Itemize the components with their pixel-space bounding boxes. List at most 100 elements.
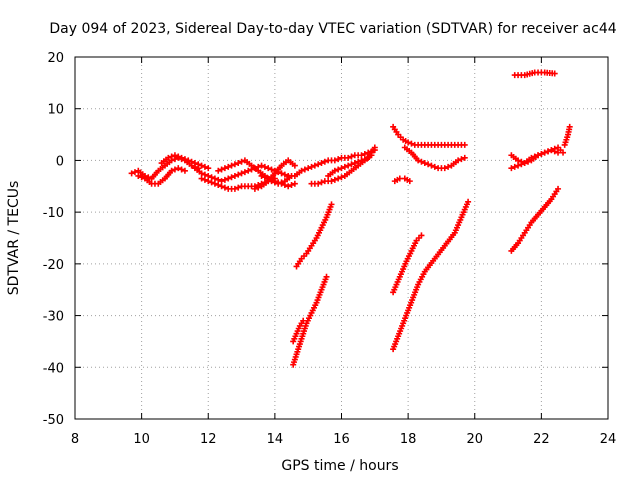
data-point <box>551 148 558 155</box>
series-track-3 <box>158 152 212 172</box>
data-point <box>458 156 465 163</box>
data-point <box>205 165 212 172</box>
chart-title: Day 094 of 2023, Sidereal Day-to-day VTE… <box>49 21 616 37</box>
data-point <box>221 176 228 183</box>
data-point <box>315 161 322 168</box>
data-point <box>308 163 315 170</box>
y-tick-label: -10 <box>43 206 64 221</box>
data-point <box>208 179 215 186</box>
data-point <box>258 162 265 169</box>
data-point <box>258 172 265 179</box>
data-point <box>315 180 322 187</box>
data-point <box>361 150 368 157</box>
data-point <box>415 157 422 164</box>
data-point <box>205 172 212 179</box>
y-tick-labels: -50 -40 -30 -20 -10 0 10 20 <box>43 51 64 428</box>
data-point <box>281 181 288 188</box>
data-point <box>425 161 432 168</box>
data-point <box>428 162 435 169</box>
data-point <box>135 172 142 179</box>
data-point <box>311 162 318 169</box>
data-point <box>548 147 555 154</box>
data-point <box>211 180 218 187</box>
data-point <box>318 160 325 167</box>
data-point <box>525 158 532 165</box>
series-track-17 <box>391 175 413 185</box>
y-tick-label: 20 <box>47 51 64 66</box>
data-point <box>198 175 205 182</box>
grid-lines <box>75 57 608 419</box>
series-track-14 <box>290 317 307 345</box>
data-point <box>341 163 348 170</box>
data-point <box>335 166 342 173</box>
x-axis-label: GPS time / hours <box>281 458 398 474</box>
data-point <box>348 161 355 168</box>
data-point <box>535 152 542 159</box>
data-point <box>291 180 298 187</box>
data-point <box>228 174 235 181</box>
data-point <box>406 178 413 185</box>
data-point <box>555 149 562 156</box>
data-point <box>338 174 345 181</box>
data-point <box>215 167 222 174</box>
data-point <box>408 140 415 147</box>
series-track-20 <box>511 69 558 79</box>
data-point <box>265 175 272 182</box>
data-point <box>175 165 182 172</box>
data-point <box>175 153 182 160</box>
data-point <box>335 156 342 163</box>
data-point <box>265 165 272 172</box>
data-point <box>461 154 468 161</box>
data-point <box>241 169 248 176</box>
y-tick-label: -30 <box>43 310 64 325</box>
data-point <box>218 166 225 173</box>
x-tick-label: 22 <box>533 432 550 447</box>
data-point <box>188 158 195 165</box>
data-point <box>271 178 278 185</box>
data-point <box>198 170 205 177</box>
data-point <box>508 165 515 172</box>
data-point <box>231 185 238 192</box>
data-point <box>231 161 238 168</box>
series-track-6 <box>215 157 295 187</box>
y-tick-label: -40 <box>43 361 64 376</box>
x-tick-label: 8 <box>71 432 79 447</box>
data-point <box>261 174 268 181</box>
data-point <box>128 170 135 177</box>
data-point <box>171 152 178 159</box>
data-point <box>235 160 242 167</box>
series-track-5 <box>198 175 278 192</box>
data-point <box>358 152 365 159</box>
data-points <box>128 69 573 368</box>
y-tick-label: -50 <box>43 413 64 428</box>
data-point <box>235 171 242 178</box>
data-point <box>138 174 145 181</box>
data-point <box>245 167 252 174</box>
data-point <box>215 176 222 183</box>
data-point <box>331 167 338 174</box>
data-point <box>521 160 528 167</box>
data-point <box>225 175 232 182</box>
data-point <box>261 163 268 170</box>
data-point <box>538 150 545 157</box>
data-point <box>238 170 245 177</box>
data-point <box>421 160 428 167</box>
data-point <box>285 183 292 190</box>
data-point <box>201 163 208 170</box>
data-point <box>291 162 298 169</box>
x-tick-label: 12 <box>200 432 217 447</box>
series-track-12 <box>293 201 335 270</box>
data-point <box>281 171 288 178</box>
data-point <box>515 162 522 169</box>
data-point <box>131 169 138 176</box>
data-point <box>168 153 175 160</box>
data-point <box>305 165 312 172</box>
data-point <box>371 144 378 151</box>
data-point <box>358 157 365 164</box>
data-point <box>238 158 245 165</box>
data-point <box>551 70 558 77</box>
data-point <box>195 161 202 168</box>
data-point <box>178 154 185 161</box>
data-point <box>418 232 425 239</box>
